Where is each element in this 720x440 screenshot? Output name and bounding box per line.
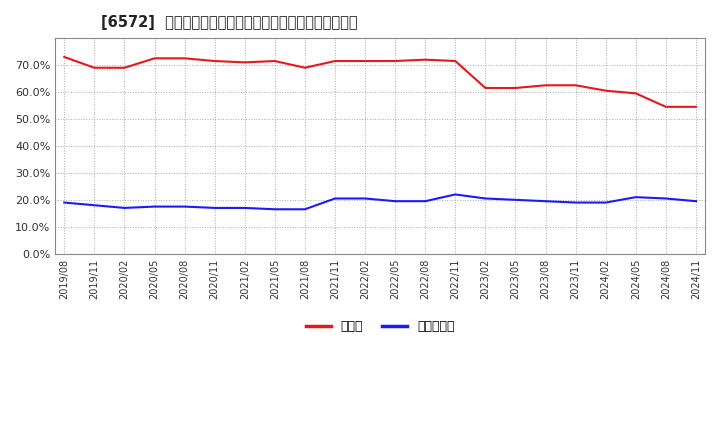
Legend: 現預金, 有利子負債: 現預金, 有利子負債 xyxy=(301,315,459,338)
Text: [6572]  現預金、有利子負債の総資産に対する比率の推移: [6572] 現預金、有利子負債の総資産に対する比率の推移 xyxy=(101,15,357,30)
